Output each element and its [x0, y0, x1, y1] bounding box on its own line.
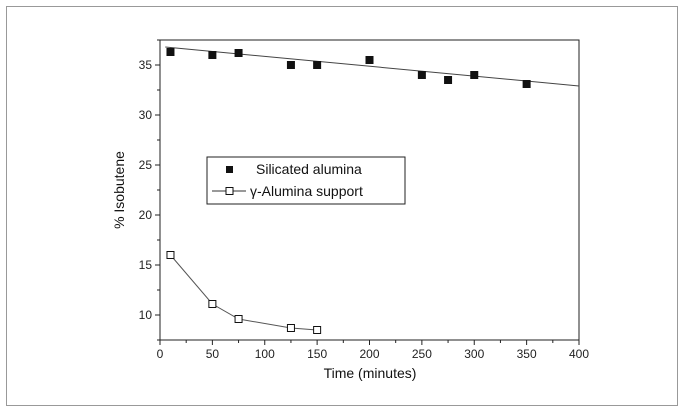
data-point: [522, 80, 531, 88]
data-point: [286, 61, 295, 69]
series-layer: [165, 46, 580, 334]
trendline: [165, 46, 580, 87]
series-1: [166, 251, 322, 334]
x-tick-label: 350: [517, 347, 537, 361]
axis-ticks: [155, 39, 580, 345]
data-point: [313, 326, 322, 334]
y-tick-label: 20: [139, 208, 153, 222]
data-point: [313, 61, 322, 69]
legend-label-silicated-alumina: Silicated alumina: [256, 161, 362, 177]
legend-box: [206, 156, 406, 205]
y-tick-label: 10: [139, 308, 153, 322]
y-axis-title: % Isobutene: [111, 151, 127, 229]
data-point: [417, 71, 426, 79]
axis-tick-labels: 0 50 100 150 200 250 300 350 400 10 15 20 25 30 35: [139, 58, 590, 361]
legend-marker-gamma-alumina: [225, 187, 234, 195]
chart: 0 50 100 150 200 250 300 350 400 10 15 20 25 30 35 Tim…: [111, 39, 590, 381]
x-tick-label: 150: [307, 347, 327, 361]
data-point: [208, 300, 217, 308]
legend-label-gamma-alumina: γ-Alumina support: [250, 183, 363, 199]
data-point: [234, 315, 243, 323]
y-tick-label: 15: [139, 258, 153, 272]
legend-marker-silicated-alumina: [226, 166, 233, 173]
data-point: [208, 51, 217, 59]
legend: Silicated alumina γ-Alumina support: [206, 156, 406, 205]
data-point: [470, 71, 479, 79]
y-tick-label: 25: [139, 158, 153, 172]
data-point: [286, 324, 295, 332]
x-tick-label: 300: [464, 347, 484, 361]
series-0: [165, 46, 580, 88]
x-tick-label: 50: [206, 347, 220, 361]
data-point: [444, 76, 453, 84]
x-tick-label: 0: [157, 347, 164, 361]
data-point: [365, 56, 374, 64]
data-point: [166, 251, 175, 259]
y-tick-label: 30: [139, 108, 153, 122]
x-tick-label: 250: [412, 347, 432, 361]
x-tick-label: 400: [569, 347, 589, 361]
x-tick-label: 200: [359, 347, 379, 361]
series-line: [170, 254, 318, 331]
data-point: [234, 49, 243, 57]
y-tick-label: 35: [139, 58, 153, 72]
x-axis-title: Time (minutes): [324, 365, 417, 381]
x-tick-label: 100: [255, 347, 275, 361]
data-point: [166, 48, 175, 56]
